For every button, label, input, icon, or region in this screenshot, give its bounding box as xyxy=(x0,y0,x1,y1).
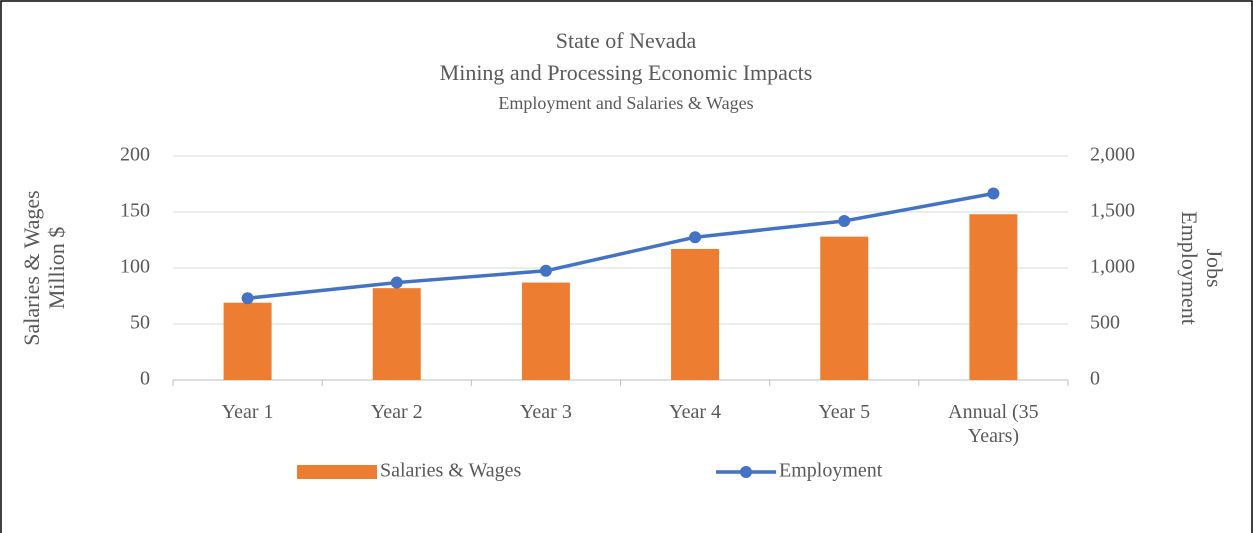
x-tick-label: Year 2 xyxy=(370,401,423,423)
line xyxy=(247,191,994,300)
y-tick-label: 0 xyxy=(140,368,150,390)
legend-label: Employment xyxy=(779,460,883,482)
y2-axis-label: Jobs xyxy=(1202,248,1227,287)
line-marker xyxy=(987,187,1000,200)
y-tick-label: 100 xyxy=(120,256,150,278)
legend-swatch xyxy=(297,465,377,479)
y-axis-label: Million $ xyxy=(44,227,69,310)
y2-tick-label: 1,500 xyxy=(1090,200,1135,222)
x-tick-label: Year 1 xyxy=(221,401,274,423)
y-tick-label: 200 xyxy=(120,144,150,166)
x-tick-label: Year 5 xyxy=(818,401,871,423)
bar xyxy=(820,236,869,380)
legend-label: Salaries & Wages xyxy=(380,460,522,482)
line-marker xyxy=(689,231,702,244)
y-tick-label: 150 xyxy=(120,200,150,222)
chart-title: State of Nevada xyxy=(556,28,697,53)
bar xyxy=(521,282,570,380)
x-tick-label: Year 4 xyxy=(669,401,721,423)
chart-subtitle: Mining and Processing Economic Impacts xyxy=(440,60,813,85)
y-axis-label: Salaries & Wages xyxy=(19,190,44,345)
line-marker xyxy=(390,276,403,289)
line-marker xyxy=(539,264,552,277)
legend-swatch xyxy=(740,466,752,478)
bar xyxy=(223,302,272,380)
y2-tick-label: 0 xyxy=(1090,368,1100,390)
bar xyxy=(372,288,421,380)
y2-tick-label: 1,000 xyxy=(1090,256,1135,278)
y2-tick-label: 500 xyxy=(1090,312,1120,334)
y-tick-label: 50 xyxy=(130,312,150,334)
x-tick-label: Year 3 xyxy=(519,401,572,423)
line-marker xyxy=(838,214,851,227)
y2-axis-label: Employment xyxy=(1177,211,1202,325)
x-tick-label: Annual (35 Years) xyxy=(948,401,1039,447)
bar xyxy=(969,214,1018,380)
bar xyxy=(671,248,720,380)
chart-subtitle: Employment and Salaries & Wages xyxy=(498,93,753,113)
line-marker xyxy=(241,292,254,305)
y2-tick-label: 2,000 xyxy=(1090,144,1135,166)
